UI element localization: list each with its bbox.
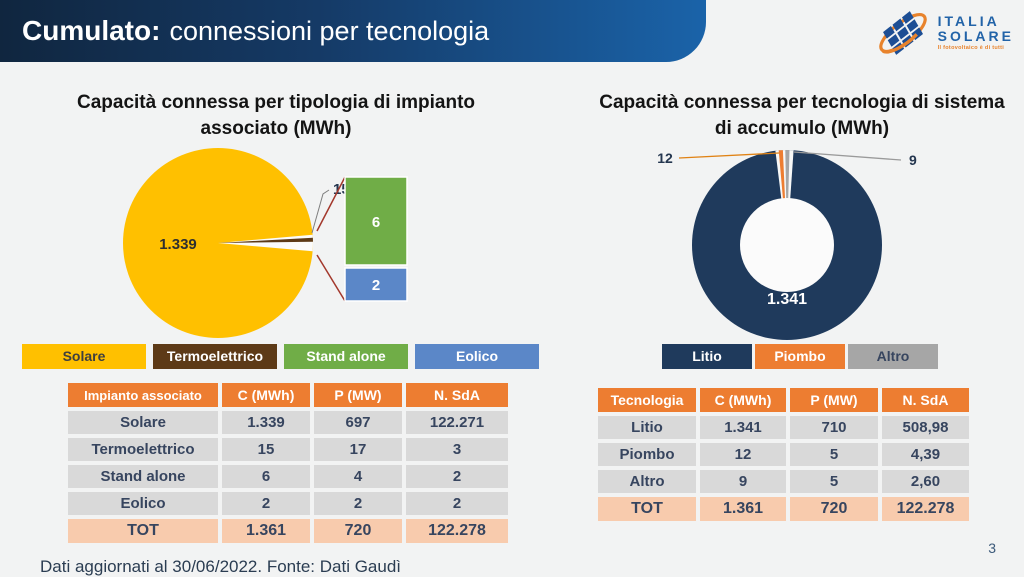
footer-note: Dati aggiornati al 30/06/2022. Fonte: Da… bbox=[40, 557, 402, 576]
table-row: Termoelettrico 15 17 3 bbox=[68, 438, 508, 461]
table-cell: 9 bbox=[700, 470, 786, 493]
table-cell: 2,60 bbox=[882, 470, 969, 493]
page-number: 3 bbox=[988, 540, 996, 556]
table-header-cell: P (MW) bbox=[314, 383, 402, 407]
tecnologia-table: Tecnologia C (MWh) P (MW) N. SdA Litio 1… bbox=[594, 384, 973, 525]
table-header-row: Impianto associato C (MWh) P (MW) N. SdA bbox=[68, 383, 508, 407]
table-cell: Altro bbox=[598, 470, 696, 493]
data-label-stand-alone: 6 bbox=[372, 214, 380, 231]
table-row: Litio 1.341 710 508,98 bbox=[598, 416, 969, 439]
table-header-cell: N. SdA bbox=[406, 383, 508, 407]
table-cell: 17 bbox=[314, 438, 402, 461]
table-cell: 2 bbox=[406, 465, 508, 488]
data-label-litio: 1.341 bbox=[767, 291, 807, 308]
table-header-cell: C (MWh) bbox=[700, 388, 786, 412]
table-cell: Solare bbox=[68, 411, 218, 434]
bar-segment-stand-alone bbox=[344, 176, 408, 266]
leader-line-altro bbox=[793, 151, 902, 161]
data-label-solare: 1.339 bbox=[159, 236, 197, 253]
bar-of-pie-chart: 15 6 2 1.339 bbox=[123, 148, 408, 338]
connector-line-top bbox=[316, 176, 346, 232]
donut-hole bbox=[740, 198, 834, 292]
table-cell: 720 bbox=[314, 519, 402, 543]
page-title-rest: connessioni per tecnologia bbox=[169, 15, 490, 46]
slide-header-banner: Cumulato: connessioni per tecnologia bbox=[0, 0, 706, 62]
donut-slice-altro bbox=[785, 150, 790, 245]
table-cell: Litio bbox=[598, 416, 696, 439]
table-cell: 1.361 bbox=[222, 519, 310, 543]
legend-item-litio: Litio bbox=[662, 344, 752, 369]
donut-chart: 12 9 1.341 bbox=[657, 149, 917, 340]
table-cell: 697 bbox=[314, 411, 402, 434]
table-cell: 12 bbox=[700, 443, 786, 466]
logo-tagline: Il fotovoltaico è di tutti bbox=[937, 45, 1005, 52]
table-cell: 15 bbox=[222, 438, 310, 461]
left-chart-title: Capacità connessa per tipologia di impia… bbox=[76, 92, 476, 139]
data-label-eolico: 2 bbox=[372, 277, 380, 294]
table-header-row: Tecnologia C (MWh) P (MW) N. SdA bbox=[598, 388, 969, 412]
table-cell: 710 bbox=[790, 416, 878, 439]
table-cell: 6 bbox=[222, 465, 310, 488]
table-row: Eolico 2 2 2 bbox=[68, 492, 508, 515]
table-row: Stand alone 6 4 2 bbox=[68, 465, 508, 488]
table-cell: 720 bbox=[790, 497, 878, 521]
table-cell: Piombo bbox=[598, 443, 696, 466]
table-total-row: TOT 1.361 720 122.278 bbox=[68, 519, 508, 543]
table-header-cell: Impianto associato bbox=[68, 383, 218, 407]
pie-slice-termoelettrico bbox=[218, 237, 313, 243]
logo-text: ITALIA SOLARE Il fotovoltaico è di tutti bbox=[937, 12, 1014, 52]
table-cell: 1.361 bbox=[700, 497, 786, 521]
right-chart-legend: Litio Piombo Altro bbox=[662, 344, 938, 369]
table-row: Altro 9 5 2,60 bbox=[598, 470, 969, 493]
connector-line-bottom bbox=[316, 254, 346, 302]
table-cell: 508,98 bbox=[882, 416, 969, 439]
right-chart-title: Capacità connessa per tecnologia di sist… bbox=[599, 92, 1005, 139]
legend-item-termoelettrico: Termoelettrico bbox=[153, 344, 277, 369]
table-cell: Stand alone bbox=[68, 465, 218, 488]
data-label-piombo: 12 bbox=[657, 150, 673, 166]
legend-item-eolico: Eolico bbox=[415, 344, 539, 369]
table-cell: TOT bbox=[598, 497, 696, 521]
impianto-associato-table: Impianto associato C (MWh) P (MW) N. SdA… bbox=[64, 379, 512, 547]
table-header-cell: Tecnologia bbox=[598, 388, 696, 412]
table-cell: 2 bbox=[222, 492, 310, 515]
logo-line2: SOLARE bbox=[937, 28, 1014, 45]
logo-line1: ITALIA bbox=[937, 12, 1000, 29]
table-cell: 2 bbox=[314, 492, 402, 515]
page-title-emphasis: Cumulato: bbox=[22, 15, 161, 46]
legend-item-stand-alone: Stand alone bbox=[284, 344, 408, 369]
solar-panel-icon bbox=[878, 11, 927, 55]
table-header-cell: C (MWh) bbox=[222, 383, 310, 407]
data-label-altro: 9 bbox=[909, 152, 917, 168]
table-row: Solare 1.339 697 122.271 bbox=[68, 411, 508, 434]
table-cell: 122.278 bbox=[882, 497, 969, 521]
table-cell: 122.271 bbox=[406, 411, 508, 434]
table-row: Piombo 12 5 4,39 bbox=[598, 443, 969, 466]
table-cell: 4,39 bbox=[882, 443, 969, 466]
table-cell: 3 bbox=[406, 438, 508, 461]
table-cell: Termoelettrico bbox=[68, 438, 218, 461]
table-header-cell: P (MW) bbox=[790, 388, 878, 412]
table-cell: 5 bbox=[790, 470, 878, 493]
table-cell: 4 bbox=[314, 465, 402, 488]
leader-line-piombo bbox=[678, 152, 780, 159]
table-cell: 5 bbox=[790, 443, 878, 466]
left-chart-legend: Solare Termoelettrico Stand alone Eolico bbox=[22, 344, 539, 369]
table-cell: 1.341 bbox=[700, 416, 786, 439]
table-cell: TOT bbox=[68, 519, 218, 543]
legend-item-solare: Solare bbox=[22, 344, 146, 369]
pie-notch bbox=[218, 234, 313, 252]
table-header-cell: N. SdA bbox=[882, 388, 969, 412]
italia-solare-logo: ITALIA SOLARE Il fotovoltaico è di tutti bbox=[874, 6, 1014, 60]
table-cell: 1.339 bbox=[222, 411, 310, 434]
table-cell: 122.278 bbox=[406, 519, 508, 543]
legend-item-altro: Altro bbox=[848, 344, 938, 369]
table-cell: 2 bbox=[406, 492, 508, 515]
table-cell: Eolico bbox=[68, 492, 218, 515]
legend-item-piombo: Piombo bbox=[755, 344, 845, 369]
bar-segment-eolico bbox=[344, 267, 408, 302]
leader-line-termoelettrico bbox=[311, 189, 330, 234]
table-total-row: TOT 1.361 720 122.278 bbox=[598, 497, 969, 521]
